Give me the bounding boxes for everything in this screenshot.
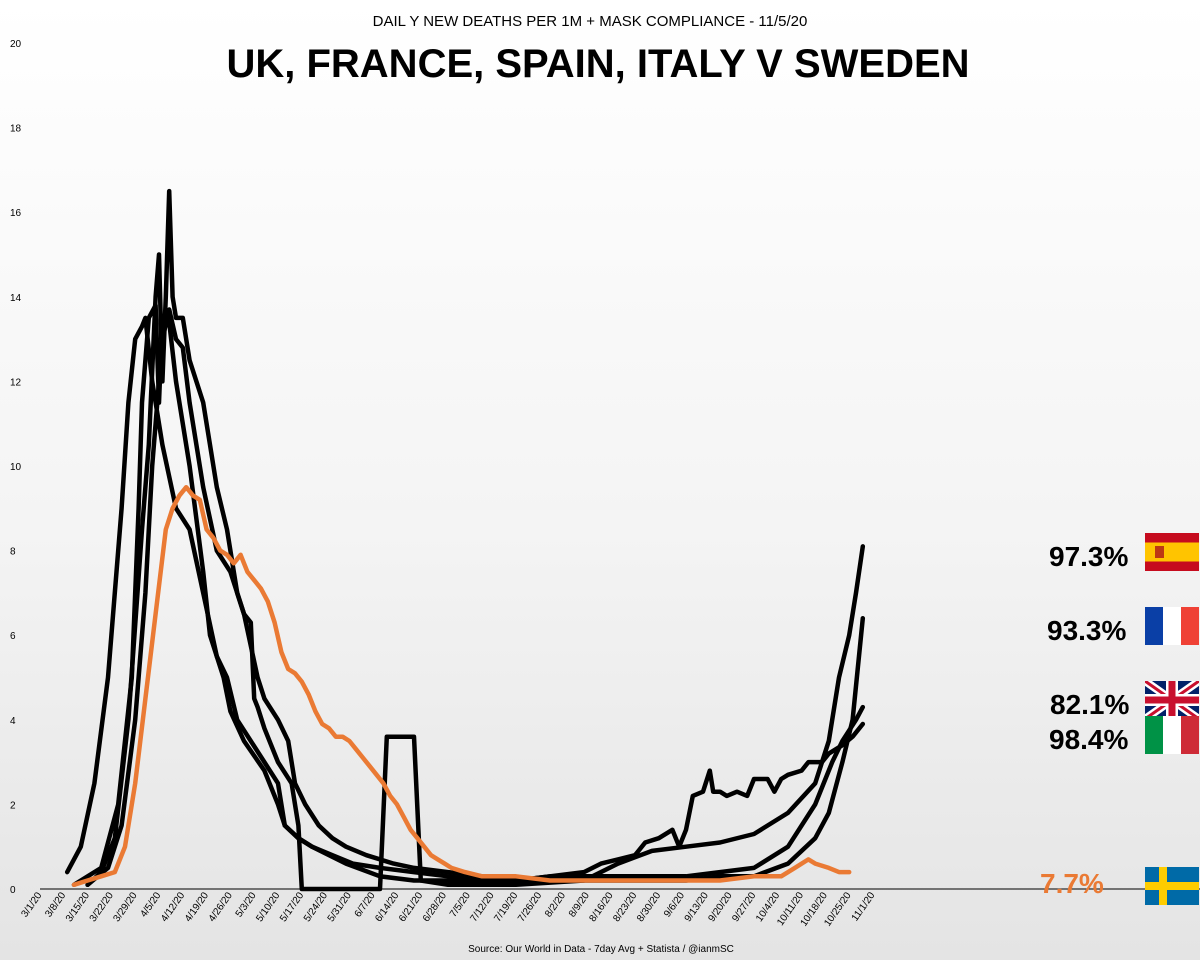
series-end-label: 82.1%: [1050, 689, 1129, 720]
y-tick-label: 10: [10, 462, 22, 473]
chart-subtitle: DAIL Y NEW DEATHS PER 1M + MASK COMPLIAN…: [373, 13, 808, 30]
series-line: [64, 315, 866, 883]
x-tick-label: 3/29/20: [112, 890, 140, 924]
italy-flag-icon: [1145, 716, 1199, 754]
series-lines: [64, 188, 866, 892]
y-tick-label: 4: [10, 716, 16, 727]
y-axis-ticks: 0 2 4 6 8 10 12 14 16 18 20: [10, 39, 22, 896]
x-axis-ticks: 3/1/203/8/203/15/203/22/203/29/204/5/204…: [19, 890, 877, 929]
france-flag-icon: [1145, 607, 1199, 645]
series-line: [71, 303, 866, 888]
x-tick-label: 6/28/20: [421, 890, 449, 924]
series-end-label: 93.3%: [1047, 615, 1126, 646]
series-line: [71, 484, 852, 888]
y-tick-label: 12: [10, 377, 22, 388]
chart-title: UK, FRANCE, SPAIN, ITALY V SWEDEN: [226, 42, 969, 86]
x-tick-label: 8/2/20: [543, 890, 568, 919]
series-line: [85, 307, 866, 888]
end-labels: 97.3% 93.3% 82.1% 98.4% 7.7%: [1040, 541, 1129, 899]
series-end-label: 7.7%: [1040, 868, 1104, 899]
x-tick-label: 3/1/20: [19, 890, 44, 919]
series-end-label: 97.3%: [1049, 541, 1128, 572]
y-tick-label: 8: [10, 547, 16, 558]
x-tick-label: 11/1/20: [850, 890, 878, 923]
y-tick-label: 16: [10, 208, 22, 219]
y-tick-label: 2: [10, 800, 16, 811]
x-tick-label: 4/26/20: [207, 890, 235, 924]
x-tick-label: 5/31/20: [326, 890, 354, 924]
y-tick-label: 18: [10, 124, 22, 135]
spain-flag-icon: [1145, 533, 1199, 571]
chart-source: Source: Our World in Data - 7day Avg + S…: [468, 944, 734, 955]
y-tick-label: 20: [10, 39, 22, 50]
y-tick-label: 0: [10, 885, 16, 896]
x-tick-label: 8/30/20: [635, 890, 663, 924]
y-tick-label: 14: [10, 293, 22, 304]
x-tick-label: 7/26/20: [516, 890, 544, 924]
series-end-label: 98.4%: [1049, 724, 1128, 755]
sweden-flag-icon: [1145, 867, 1199, 905]
y-tick-label: 6: [10, 631, 16, 642]
uk-flag-icon: [1145, 681, 1199, 719]
series-line: [85, 188, 866, 892]
